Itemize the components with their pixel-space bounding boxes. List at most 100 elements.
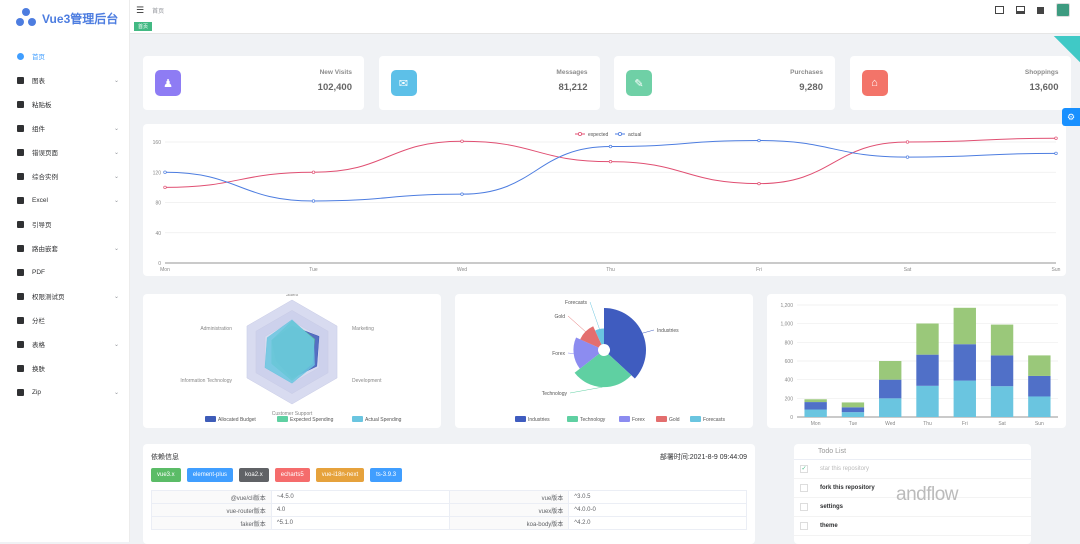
chevron-down-icon: ⌄ bbox=[113, 125, 119, 132]
dependency-title: 依赖信息 bbox=[151, 454, 179, 461]
slice-label: Industries bbox=[657, 328, 679, 334]
dependency-badge: echarts5 bbox=[274, 468, 310, 482]
x-tick-label: Sat bbox=[998, 421, 1006, 427]
settings-gear-icon[interactable]: ⚙ bbox=[1062, 108, 1080, 126]
y-tick-label: 80 bbox=[155, 201, 161, 207]
stat-value: 102,400 bbox=[317, 82, 352, 93]
stat-title: Shoppings bbox=[1024, 69, 1059, 76]
sidebar-item[interactable]: 引导页 bbox=[0, 212, 129, 236]
label-line bbox=[567, 352, 574, 354]
y-tick-label: 400 bbox=[785, 378, 794, 384]
legend-label: Gold bbox=[669, 417, 680, 423]
sidebar-item[interactable]: 错误页面 ⌄ bbox=[0, 140, 129, 164]
y-tick-label: 1,200 bbox=[780, 303, 793, 309]
x-tick-label: Mon bbox=[160, 267, 170, 273]
y-tick-label: 160 bbox=[153, 140, 162, 146]
table-value-cell: ^5.1.0 bbox=[270, 516, 450, 530]
slice-label: Forecasts bbox=[565, 300, 587, 306]
pie-chart: Industries Technology Forex Gold Forecasts In… bbox=[515, 300, 725, 423]
sidebar-item[interactable]: 权限测试页 ⌄ bbox=[0, 284, 129, 308]
language-icon[interactable] bbox=[1037, 6, 1044, 14]
logo[interactable]: Vue3管理后台 bbox=[0, 0, 129, 36]
checkbox[interactable]: ✓ bbox=[800, 465, 808, 473]
legend-label: Actual Spending bbox=[365, 417, 402, 423]
stat-card[interactable]: ✉ Messages 81,212 bbox=[378, 56, 600, 110]
stat-card[interactable]: ♟ New Visits 102,400 bbox=[143, 56, 364, 110]
checkbox[interactable] bbox=[800, 484, 808, 492]
dependency-badge: ts-3.9.3 bbox=[370, 468, 403, 482]
sidebar-item[interactable]: 换肤 bbox=[0, 356, 129, 380]
sidebar-item[interactable]: Excel ⌄ bbox=[0, 188, 129, 212]
bar bbox=[841, 407, 865, 413]
data-point bbox=[1054, 136, 1058, 140]
bar bbox=[990, 355, 1014, 387]
todo-item[interactable]: theme bbox=[794, 517, 1031, 536]
bar bbox=[1028, 375, 1051, 397]
bar bbox=[990, 386, 1014, 417]
breadcrumb[interactable]: 首页 bbox=[152, 8, 165, 15]
line-chart: 0 40 80 120 160 Mon Tue Wed Thu Fri Sat Sun expected… bbox=[153, 131, 1061, 273]
legend-swatch bbox=[619, 416, 630, 422]
stat-card[interactable]: ⌂ Shoppings 13,600 bbox=[849, 56, 1071, 110]
github-corner-icon[interactable] bbox=[1046, 36, 1080, 66]
menu-icon bbox=[17, 196, 24, 204]
series-line bbox=[164, 139, 1057, 202]
menu-icon bbox=[17, 244, 24, 252]
user-add-icon: ♟ bbox=[155, 70, 181, 96]
sidebar-item[interactable]: 分栏 bbox=[0, 308, 129, 332]
screenfull-icon[interactable] bbox=[995, 6, 1004, 14]
table-label-cell: vuex版本 bbox=[448, 503, 570, 517]
sidebar-item[interactable]: 表格 ⌄ bbox=[0, 332, 129, 356]
sidebar-item[interactable]: PDF bbox=[0, 260, 129, 284]
legend-label: expected bbox=[588, 132, 609, 138]
bar bbox=[841, 402, 865, 408]
label-line bbox=[567, 315, 586, 332]
x-tick-label: Fri bbox=[756, 267, 762, 273]
label-line bbox=[589, 301, 600, 330]
data-point bbox=[905, 140, 910, 144]
legend-marker bbox=[577, 131, 582, 136]
layout-icon[interactable] bbox=[1016, 6, 1025, 14]
menu-icon bbox=[17, 220, 24, 228]
sidebar-item[interactable]: 综合实例 ⌄ bbox=[0, 164, 129, 188]
x-tick-label: Thu bbox=[923, 421, 932, 427]
legend-label: Forex bbox=[632, 417, 645, 423]
sidebar-item[interactable]: 首页 bbox=[0, 44, 129, 68]
hamburger-icon[interactable]: ☰ bbox=[136, 4, 145, 15]
sidebar-item[interactable]: 路由嵌套 ⌄ bbox=[0, 236, 129, 260]
table-label-cell: vue版本 bbox=[448, 490, 570, 504]
chevron-down-icon: ⌄ bbox=[113, 245, 119, 252]
bar bbox=[804, 402, 827, 410]
menu-icon bbox=[17, 172, 24, 180]
legend-label: Expected Spending bbox=[290, 417, 334, 423]
sidebar-item[interactable]: Zip ⌄ bbox=[0, 380, 129, 404]
data-point bbox=[608, 144, 613, 149]
checkbox[interactable] bbox=[800, 503, 808, 511]
sidebar-item[interactable]: 粘贴板 bbox=[0, 92, 129, 116]
dependency-badge: vue-i18n-next bbox=[315, 468, 365, 482]
x-tick-label: Sun bbox=[1052, 267, 1061, 273]
checkbox[interactable] bbox=[800, 522, 808, 530]
x-tick-label: Wed bbox=[885, 421, 895, 427]
table-value-cell: 4.0 bbox=[270, 503, 450, 517]
legend-swatch bbox=[515, 416, 526, 422]
x-tick-label: Fri bbox=[962, 421, 968, 427]
y-tick-label: 40 bbox=[155, 231, 161, 237]
legend-label: Allocated Budget bbox=[218, 417, 256, 423]
tag-home[interactable]: 首页 bbox=[134, 22, 153, 31]
todo-item[interactable]: ✓ star this repository bbox=[794, 460, 1031, 479]
todo-item[interactable]: fork this repository bbox=[794, 479, 1031, 498]
radar-series-area bbox=[264, 319, 315, 384]
data-point bbox=[1054, 151, 1058, 155]
stat-card[interactable]: ✎ Purchases 9,280 bbox=[614, 56, 835, 110]
legend-marker bbox=[617, 131, 622, 136]
label-line bbox=[642, 329, 655, 334]
sidebar-item[interactable]: 组件 ⌄ bbox=[0, 116, 129, 140]
sidebar-item-label: 换肤 bbox=[32, 366, 45, 373]
table-row: vue-router版本 4.0 vuex版本 ^4.0.0-0 bbox=[151, 503, 747, 517]
avatar[interactable] bbox=[1056, 3, 1070, 17]
y-tick-label: 0 bbox=[158, 261, 161, 267]
sidebar-item[interactable]: 图表 ⌄ bbox=[0, 68, 129, 92]
todo-item[interactable]: settings bbox=[794, 498, 1031, 517]
bar bbox=[953, 344, 976, 381]
